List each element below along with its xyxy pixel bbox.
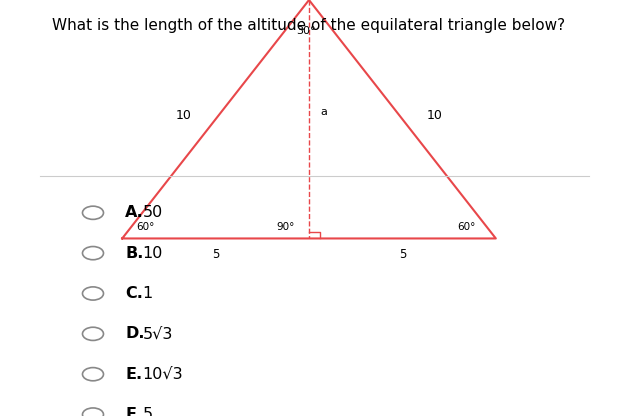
Text: 50: 50	[143, 205, 163, 220]
Text: What is the length of the altitude of the equilateral triangle below?: What is the length of the altitude of th…	[53, 18, 565, 33]
Text: D.: D.	[125, 326, 145, 342]
Text: 30°: 30°	[296, 26, 316, 36]
Text: B.: B.	[125, 245, 143, 261]
Text: 60°: 60°	[457, 223, 476, 233]
Text: 10√3: 10√3	[143, 366, 183, 382]
Text: 1: 1	[143, 286, 153, 301]
Text: 10: 10	[426, 109, 442, 122]
Text: 60°: 60°	[137, 223, 154, 233]
Text: F.: F.	[125, 407, 140, 416]
Text: 5√3: 5√3	[143, 326, 173, 342]
Text: 10: 10	[143, 245, 163, 261]
Text: 5: 5	[212, 248, 219, 262]
Text: 5: 5	[399, 248, 406, 262]
Text: E.: E.	[125, 366, 142, 382]
Text: 10: 10	[176, 109, 192, 122]
Text: a: a	[320, 107, 327, 117]
Text: 5: 5	[143, 407, 153, 416]
Text: A.: A.	[125, 205, 144, 220]
Text: 90°: 90°	[276, 223, 295, 233]
Text: C.: C.	[125, 286, 143, 301]
